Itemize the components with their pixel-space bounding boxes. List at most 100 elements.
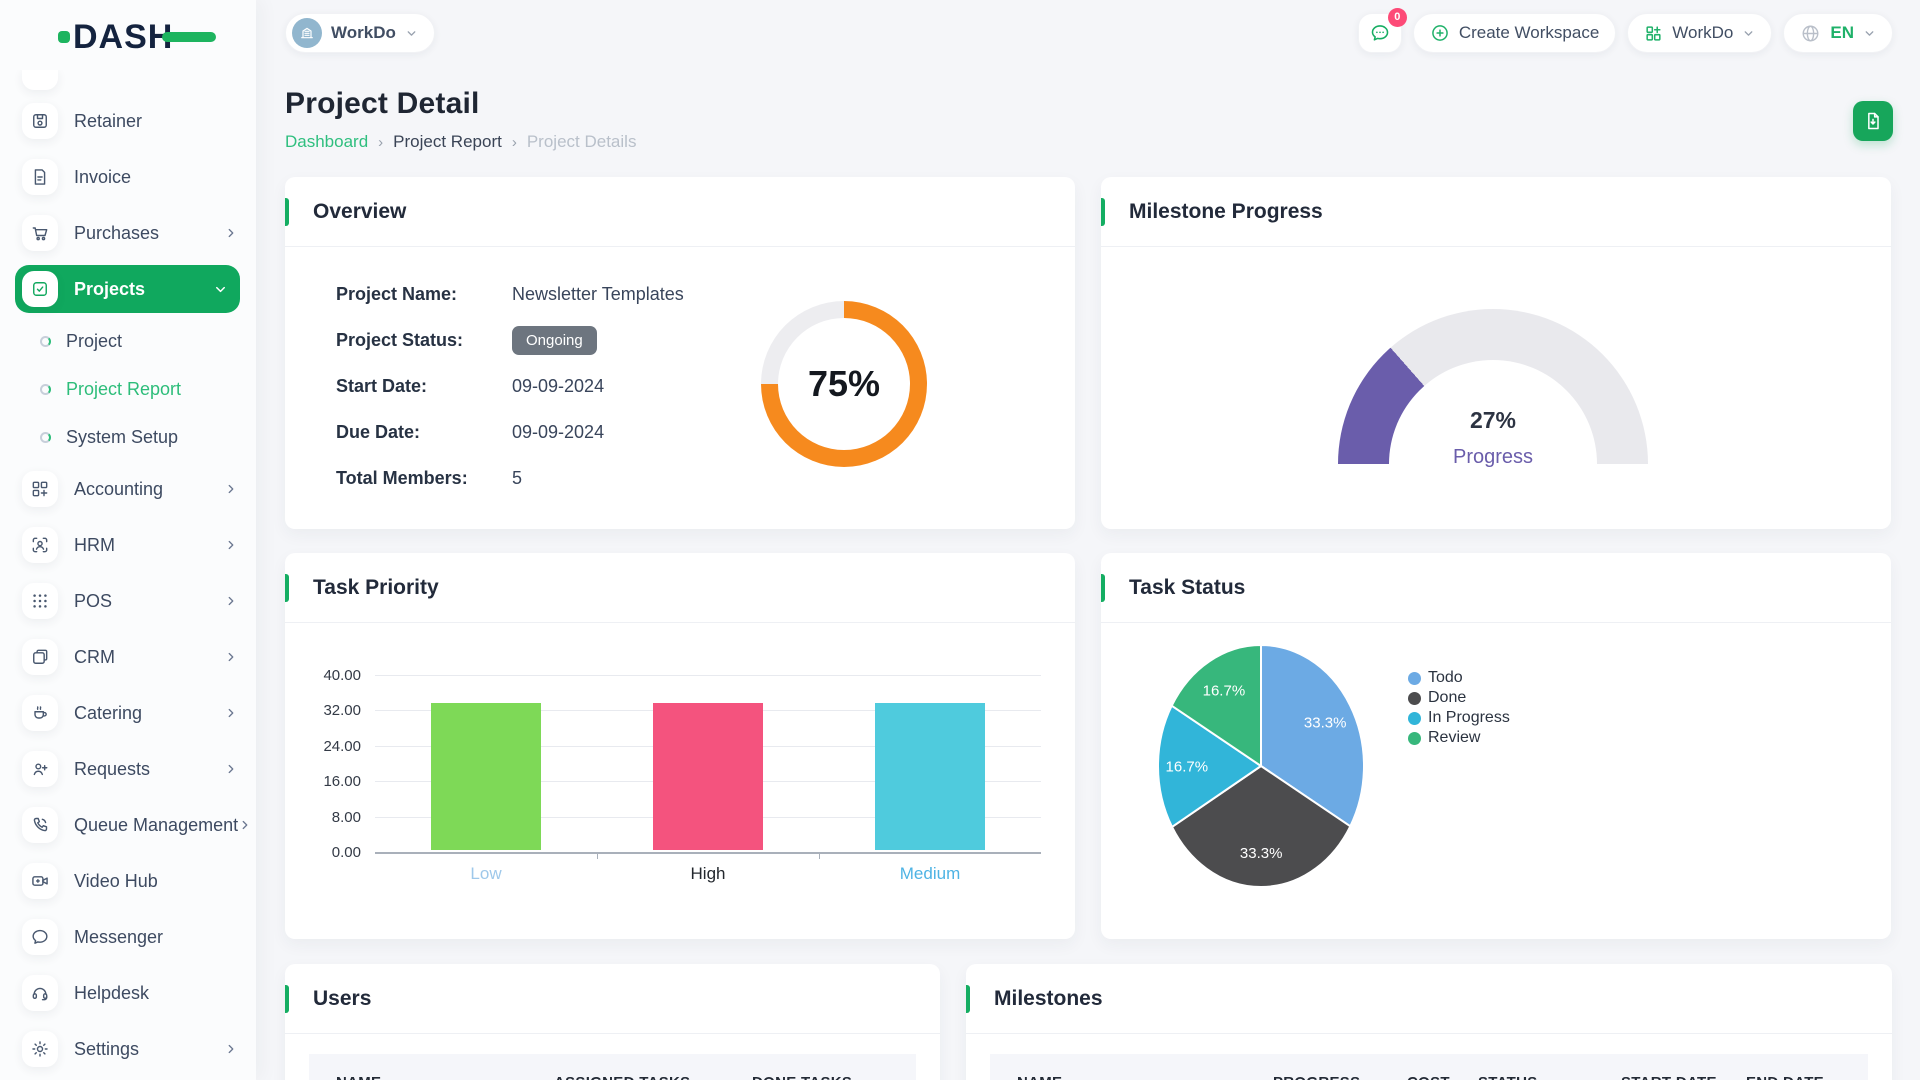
messages-button[interactable]: 0 bbox=[1357, 8, 1407, 53]
legend-dot bbox=[1408, 711, 1421, 725]
sidebar-item-label: Helpdesk bbox=[74, 982, 150, 1003]
overview-field-due-date: Due Date: 09-09-2024 bbox=[336, 409, 684, 455]
pie-slice-review bbox=[1170, 644, 1262, 767]
sidebar-item-projects[interactable]: Projects bbox=[15, 265, 240, 313]
requests-icon bbox=[22, 751, 58, 787]
pie-slice-label: 33.3% bbox=[1304, 714, 1347, 731]
field-value: 09-09-2024 bbox=[512, 421, 605, 442]
pie-legend: Todo Done In Progress Review bbox=[1408, 668, 1510, 748]
y-tick-label: 32.00 bbox=[323, 702, 361, 720]
sidebar-item-label: Invoice bbox=[74, 166, 132, 187]
app-switcher-label: WorkDo bbox=[1672, 23, 1734, 42]
gridline: 0.00 bbox=[332, 844, 1041, 861]
pie-slice-todo bbox=[1260, 644, 1366, 828]
breadcrumb-separator: › bbox=[378, 133, 384, 151]
breadcrumb-separator: › bbox=[511, 133, 517, 151]
milestones-card: Milestones NAMEPROGRESSCOSTSTATUSSTART D… bbox=[966, 964, 1892, 1080]
breadcrumb-project-report[interactable]: Project Report bbox=[393, 132, 502, 151]
users-column-done-tasks: DONE TASKS bbox=[725, 1054, 916, 1080]
chevron-down-icon bbox=[213, 282, 228, 297]
task-status-card-title: Task Status bbox=[1129, 575, 1246, 599]
sidebar-item-label: Retainer bbox=[74, 110, 143, 131]
topbar-actions: 0 Create Workspace WorkDo bbox=[1357, 8, 1893, 53]
sidebar-item-invoice[interactable]: Invoice bbox=[0, 149, 256, 205]
sidebar-scrolled-item-stub bbox=[22, 70, 58, 90]
sidebar-item-purchases[interactable]: Purchases bbox=[0, 205, 256, 261]
sidebar-item-label: Accounting bbox=[74, 478, 164, 499]
y-tick-label: 16.00 bbox=[323, 773, 361, 791]
pie-slice-label: 16.7% bbox=[1166, 758, 1209, 775]
page-title: Project Detail bbox=[285, 87, 480, 120]
task-priority-card-header: Task Priority bbox=[285, 553, 1075, 623]
sidebar-item-pos[interactable]: POS bbox=[0, 573, 256, 629]
messages-count-badge: 0 bbox=[1387, 8, 1407, 27]
legend-item-done: Done bbox=[1408, 688, 1510, 708]
field-label: Start Date: bbox=[336, 375, 428, 396]
task-priority-bar-chart: 40.00 32.00 24.00 16.00 8.00 0.00 Low High Medi… bbox=[285, 623, 1075, 939]
breadcrumb-dashboard[interactable]: Dashboard bbox=[285, 132, 369, 151]
pie-slice-label: 33.3% bbox=[1240, 845, 1283, 862]
legend-label: Done bbox=[1428, 689, 1467, 706]
sidebar-item-hrm[interactable]: HRM bbox=[0, 517, 256, 573]
sidebar-item-accounting[interactable]: Accounting bbox=[0, 461, 256, 517]
milestone-progress-caption: Progress bbox=[1452, 446, 1534, 468]
legend-label: Review bbox=[1428, 729, 1481, 746]
cards-row-1: Overview Project Name: Newsletter Templat… bbox=[285, 177, 1893, 529]
task-status-card: Task Status 33.3% 33.3% 16.7% 16.7% Todo Do… bbox=[1101, 553, 1891, 939]
language-label: EN bbox=[1830, 23, 1854, 42]
sidebar-item-label: Video Hub bbox=[74, 870, 158, 891]
chevron-right-icon bbox=[238, 818, 252, 832]
legend-label: Todo bbox=[1428, 669, 1463, 686]
sidebar-item-crm[interactable]: CRM bbox=[0, 629, 256, 685]
sidebar-item-messenger[interactable]: Messenger bbox=[0, 909, 256, 965]
field-label: Project Name: bbox=[336, 283, 458, 304]
sidebar-item-label: CRM bbox=[74, 646, 115, 667]
sidebar-item-video-hub[interactable]: Video Hub bbox=[0, 853, 256, 909]
field-value: 5 bbox=[512, 467, 523, 488]
sidebar-item-label: Purchases bbox=[74, 222, 160, 243]
task-status-pie-chart: 33.3% 33.3% 16.7% 16.7% bbox=[1157, 644, 1366, 888]
topbar: WorkDo 0 Create Workspace bbox=[285, 0, 1893, 53]
sidebar-item-label: POS bbox=[74, 590, 113, 611]
sidebar-subitem-system-setup[interactable]: System Setup bbox=[0, 413, 256, 461]
x-label-medium: Medium bbox=[899, 864, 961, 883]
pos-icon bbox=[22, 583, 58, 619]
hrm-icon bbox=[22, 527, 58, 563]
x-axis-tick bbox=[819, 852, 821, 859]
file-export-icon bbox=[1868, 112, 1879, 130]
sidebar-item-helpdesk[interactable]: Helpdesk bbox=[0, 965, 256, 1021]
milestone-progress-value: 27% bbox=[1469, 407, 1517, 433]
language-selector[interactable]: EN bbox=[1783, 13, 1893, 53]
sidebar-item-catering[interactable]: Catering bbox=[0, 685, 256, 741]
bar-medium bbox=[875, 702, 985, 850]
create-workspace-button[interactable]: Create Workspace bbox=[1412, 13, 1617, 53]
pie-slice-label: 16.7% bbox=[1203, 683, 1246, 700]
legend-item-review: Review bbox=[1408, 728, 1510, 748]
milestones-column-end-date: END DATE bbox=[1719, 1054, 1868, 1080]
chevron-right-icon bbox=[224, 482, 238, 496]
sidebar-item-label: Requests bbox=[74, 758, 151, 779]
chevron-right-icon bbox=[224, 226, 238, 240]
sidebar-subitem-label: Project Report bbox=[66, 378, 182, 399]
sidebar-subitem-label: Project bbox=[66, 330, 123, 351]
sidebar-subitem-project[interactable]: Project bbox=[0, 317, 256, 365]
workspace-switcher[interactable]: WorkDo bbox=[285, 13, 435, 53]
sidebar-subitem-project-report[interactable]: Project Report bbox=[0, 365, 256, 413]
app-switcher-button[interactable]: WorkDo bbox=[1627, 13, 1773, 53]
queue-icon bbox=[22, 807, 58, 843]
chevron-down-icon bbox=[1863, 27, 1876, 40]
sidebar-item-settings[interactable]: Settings bbox=[0, 1021, 256, 1077]
export-report-button[interactable] bbox=[1853, 101, 1893, 141]
sidebar-item-requests[interactable]: Requests bbox=[0, 741, 256, 797]
plus-circle-icon bbox=[1430, 23, 1450, 43]
grid-plus-icon bbox=[1644, 24, 1663, 43]
x-axis-tick bbox=[596, 852, 598, 859]
milestones-card-header: Milestones bbox=[966, 964, 1892, 1034]
workspace-avatar-icon bbox=[292, 18, 322, 48]
sidebar-item-retainer[interactable]: Retainer bbox=[0, 93, 256, 149]
sidebar-item-queue-management[interactable]: Queue Management bbox=[0, 797, 256, 853]
y-tick-label: 8.00 bbox=[331, 808, 361, 826]
retainer-icon bbox=[22, 103, 58, 139]
sidebar-item-label: Queue Management bbox=[74, 814, 239, 835]
invoice-icon bbox=[22, 159, 58, 195]
